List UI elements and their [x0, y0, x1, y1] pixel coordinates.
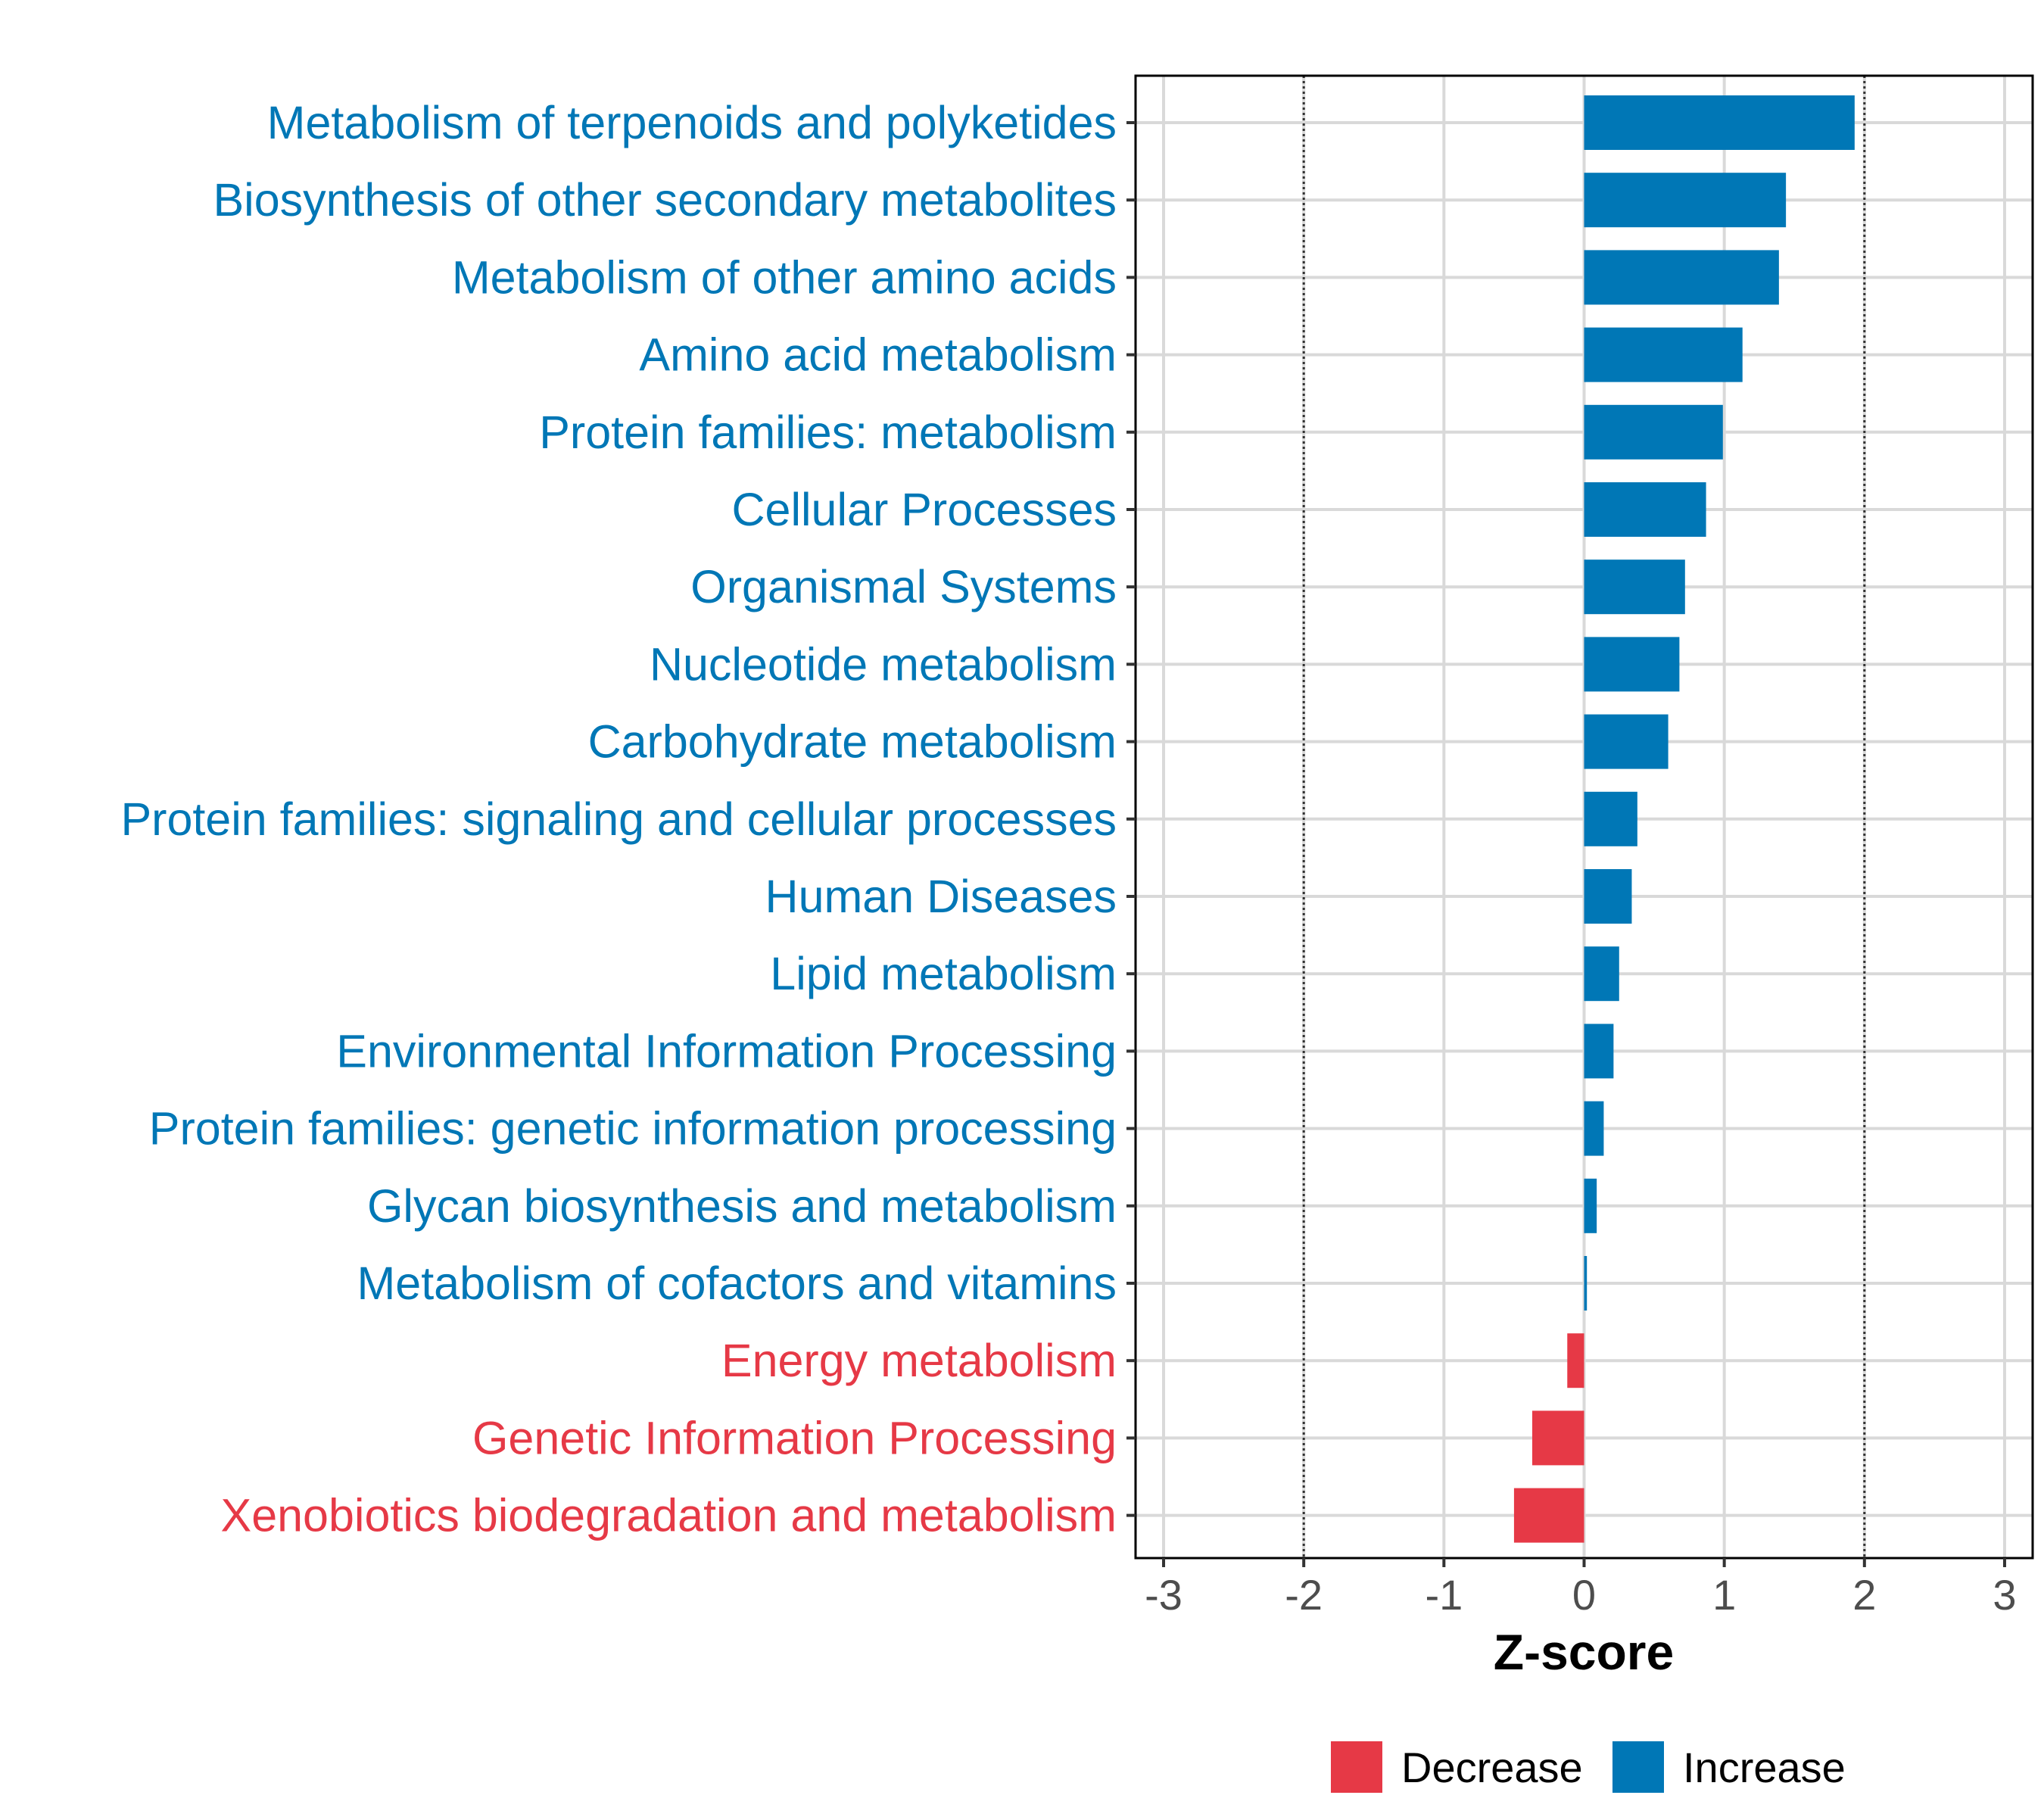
category-label: Genetic Information Processing [472, 1412, 1117, 1463]
category-label: Protein families: metabolism [539, 407, 1117, 458]
legend: Decrease Increase [1331, 1741, 1846, 1793]
bar [1584, 1024, 1614, 1079]
category-label: Biosynthesis of other secondary metaboli… [213, 174, 1117, 226]
bar [1584, 1101, 1604, 1156]
x-axis-ticks: -3 -2 -1 0 1 2 3 [1145, 1558, 2017, 1619]
bar [1584, 404, 1723, 460]
bar [1584, 95, 1855, 150]
x-tick-label: 2 [1852, 1571, 1876, 1619]
category-label: Protein families: genetic information pr… [149, 1103, 1117, 1155]
bar [1584, 1178, 1597, 1233]
category-label: Cellular Processes [731, 484, 1117, 535]
bar [1584, 946, 1619, 1002]
category-label: Carbohydrate metabolism [588, 716, 1117, 768]
category-label: Glycan biosynthesis and metabolism [367, 1180, 1117, 1232]
x-tick-label: 3 [1993, 1571, 2016, 1619]
legend-label-increase: Increase [1683, 1744, 1846, 1791]
category-label: Organismal Systems [690, 561, 1117, 612]
category-label: Human Diseases [765, 871, 1117, 922]
reference-lines [1302, 76, 1866, 1558]
bar [1567, 1333, 1584, 1388]
bar [1584, 559, 1685, 615]
bar [1584, 173, 1787, 228]
x-axis-title: Z-score [1494, 1624, 1674, 1680]
category-label: Xenobiotics biodegradation and metabolis… [221, 1490, 1117, 1541]
category-label: Protein families: signaling and cellular… [120, 793, 1117, 845]
x-tick-label: -3 [1145, 1571, 1182, 1619]
category-label: Energy metabolism [721, 1335, 1117, 1386]
category-label: Amino acid metabolism [639, 329, 1117, 381]
legend-key-increase [1612, 1741, 1664, 1793]
y-axis-ticks: Metabolism of terpenoids and polyketides… [120, 97, 1136, 1541]
category-label: Environmental Information Processing [336, 1025, 1117, 1077]
bar [1584, 714, 1669, 769]
x-tick-label: 0 [1572, 1571, 1596, 1619]
legend-key-decrease [1331, 1741, 1382, 1793]
bar [1584, 482, 1706, 537]
bar [1584, 637, 1680, 692]
category-label: Metabolism of cofactors and vitamins [357, 1258, 1117, 1309]
category-label: Lipid metabolism [770, 948, 1117, 999]
bar [1584, 791, 1637, 846]
bar [1513, 1488, 1584, 1543]
bar [1584, 869, 1632, 924]
category-label: Metabolism of terpenoids and polyketides [267, 97, 1117, 148]
bar [1531, 1410, 1584, 1466]
bar [1584, 250, 1779, 305]
bar [1584, 1256, 1588, 1311]
bar [1584, 327, 1743, 382]
x-tick-label: -1 [1425, 1571, 1463, 1619]
category-label: Metabolism of other amino acids [452, 251, 1117, 303]
legend-label-decrease: Decrease [1401, 1744, 1583, 1791]
bars [1513, 95, 1855, 1543]
category-label: Nucleotide metabolism [650, 638, 1117, 690]
x-tick-label: 1 [1712, 1571, 1736, 1619]
x-tick-label: -2 [1285, 1571, 1323, 1619]
